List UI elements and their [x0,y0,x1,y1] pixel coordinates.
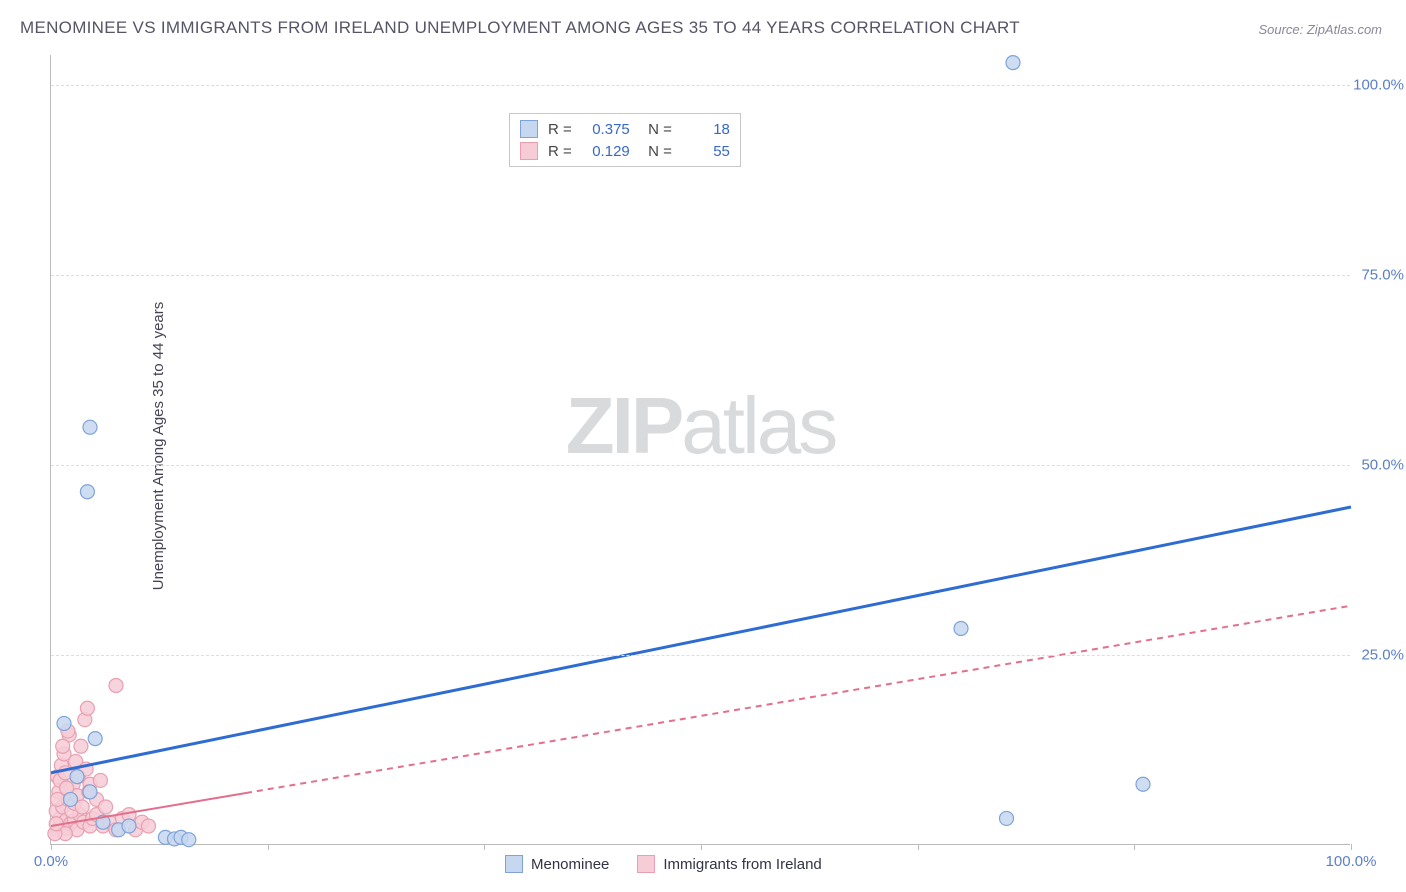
data-point [80,485,94,499]
r-label: R = [548,143,572,160]
y-tick-label: 75.0% [1361,267,1404,284]
chart-svg [51,55,1350,844]
n-label: N = [640,121,672,138]
data-point [83,785,97,799]
stats-swatch-1 [520,120,538,138]
data-point [74,739,88,753]
data-point [57,716,71,730]
data-point [64,792,78,806]
r-value-1: 0.375 [582,121,630,138]
legend-swatch-1 [505,855,523,873]
data-point [954,622,968,636]
x-tick [484,844,485,850]
data-point [56,739,70,753]
x-tick [268,844,269,850]
stats-row-series-1: R = 0.375 N = 18 [520,118,730,140]
gridline [51,465,1350,466]
legend-item-1: Menominee [505,855,609,873]
legend-swatch-2 [637,855,655,873]
data-point [99,800,113,814]
y-tick-label: 25.0% [1361,647,1404,664]
x-tick [1351,844,1352,850]
gridline [51,85,1350,86]
x-tick-label: 0.0% [34,853,68,870]
y-tick-label: 50.0% [1361,457,1404,474]
chart-title: MENOMINEE VS IMMIGRANTS FROM IRELAND UNE… [20,18,1020,38]
x-tick [701,844,702,850]
x-tick [51,844,52,850]
legend: Menominee Immigrants from Ireland [505,855,822,873]
x-tick [918,844,919,850]
n-label: N = [640,143,672,160]
data-point [142,819,156,833]
x-tick-label: 100.0% [1326,853,1377,870]
gridline [51,655,1350,656]
data-point [109,678,123,692]
data-point [182,833,196,847]
data-point [93,773,107,787]
legend-label-2: Immigrants from Ireland [663,856,821,873]
r-value-2: 0.129 [582,143,630,160]
data-point [51,792,65,806]
stats-swatch-2 [520,142,538,160]
data-point [1006,56,1020,70]
data-point [70,770,84,784]
r-label: R = [548,121,572,138]
x-tick [1134,844,1135,850]
data-point [80,701,94,715]
data-point [83,420,97,434]
data-point [1000,811,1014,825]
data-point [122,819,136,833]
trend-line [51,507,1351,773]
legend-label-1: Menominee [531,856,609,873]
gridline [51,275,1350,276]
y-tick-label: 100.0% [1353,77,1404,94]
correlation-stats-box: R = 0.375 N = 18 R = 0.129 N = 55 [509,113,741,167]
n-value-1: 18 [682,121,730,138]
n-value-2: 55 [682,143,730,160]
data-point [1136,777,1150,791]
legend-item-2: Immigrants from Ireland [637,855,821,873]
stats-row-series-2: R = 0.129 N = 55 [520,140,730,162]
plot-area: ZIPatlas R = 0.375 N = 18 R = 0.129 N = … [50,55,1350,845]
source-label: Source: ZipAtlas.com [1258,22,1382,37]
data-point [88,732,102,746]
